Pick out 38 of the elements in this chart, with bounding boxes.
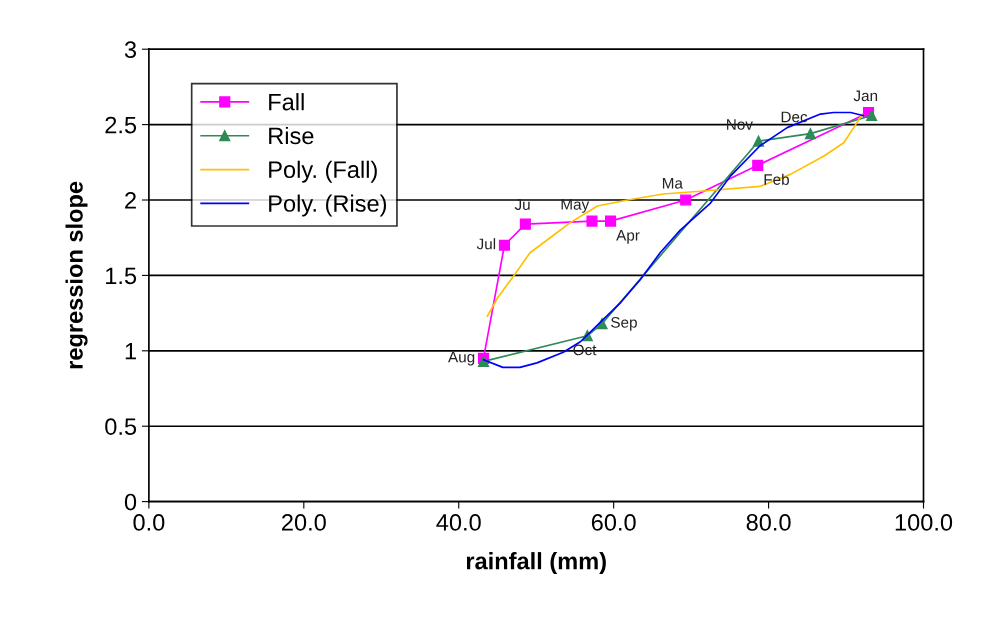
point [866,110,878,122]
y-tick-label: 2.5 [105,116,137,134]
y-tick-label: 1 [125,343,136,360]
annotation: Dec [781,111,808,123]
legend-label: Poly. (Fall) [269,160,377,183]
annotation: Ju [514,199,530,210]
annotation: Apr [616,230,640,244]
x-tick-label: 60.0 [591,514,636,531]
y-tick-label: 0 [124,493,137,511]
legend-label: Fall [269,93,304,111]
point [519,218,531,230]
annotation: Aug [448,351,475,366]
point [498,239,510,251]
annotation: Jan [853,90,878,102]
point [596,318,608,330]
x-tick-label: 40.0 [436,514,481,531]
x-tick-label: 20.0 [282,514,326,531]
x-tick-label: 100.0 [895,514,953,531]
annotation: Sep [611,316,637,331]
y-tick-label: 0.5 [105,418,137,435]
point [752,135,765,147]
annotation: May [561,199,590,213]
x-axis-title: rainfall (mm) [466,552,606,575]
point [804,128,816,140]
legend-label: Poly. (Rise) [269,194,387,217]
y-tick-label: 2 [125,192,136,209]
x-tick-label: 0.0 [133,514,165,531]
legend-label: Rise [269,126,314,145]
y-tick-label: 1.5 [106,267,137,285]
annotation: Jul [476,238,496,250]
y-tick-label: 3 [124,41,137,58]
annotation: Ma [662,177,683,189]
point [586,215,598,227]
point [752,159,764,171]
point [680,194,692,206]
point [605,215,617,227]
x-tick-label: 80.0 [746,514,791,531]
y-axis-title: regression slope [65,181,88,369]
